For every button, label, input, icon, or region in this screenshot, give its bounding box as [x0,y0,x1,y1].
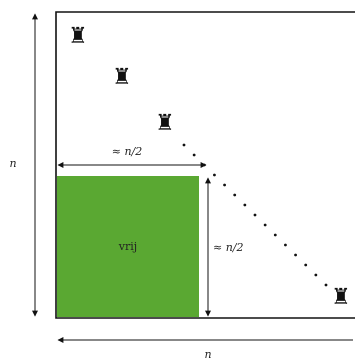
diagonal-dot [223,184,226,187]
diagonal-dot [183,144,186,147]
rook-icon: ♜ [112,65,132,90]
half-height-label: ≈ n/2 [213,241,244,254]
diagonal-dot [325,284,328,287]
diagonal-dot [294,254,297,257]
diagonal-dot [274,234,277,237]
height-label: n [9,157,16,170]
diagonal-dot [254,214,257,217]
diagonal-dot [193,154,196,157]
diagonal-dot [243,204,246,207]
free-region-label: vrij [118,240,137,253]
rook-icon: ♜ [155,111,175,136]
diagonal-dot [233,194,236,197]
diagonal-dots [183,144,328,287]
diagonal-dot [213,174,216,177]
rook-icon: ♜ [68,24,88,49]
diagonal-dot [264,224,267,227]
width-label: n [204,348,211,361]
diagonal-dot [284,244,287,247]
diagonal-dot [203,164,206,167]
diagonal-dot [304,264,307,267]
diagonal-dot [314,274,317,277]
rook-icon: ♜ [331,285,351,310]
half-width-label: ≈ n/2 [112,145,143,158]
